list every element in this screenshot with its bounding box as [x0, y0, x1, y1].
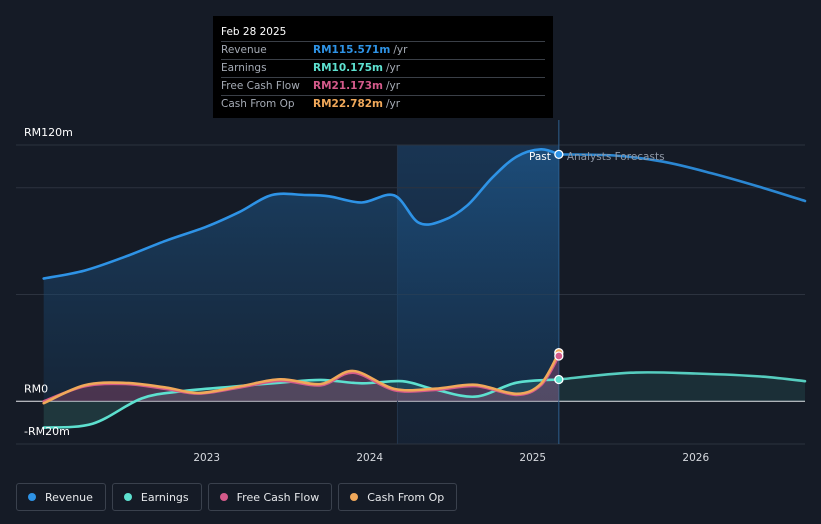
- tooltip-row-value: RM21.173m: [313, 80, 383, 92]
- y-tick-label: RM120m: [24, 126, 73, 139]
- legend-dot-icon: [219, 493, 228, 501]
- tooltip-row-value: RM22.782m: [313, 98, 383, 110]
- tooltip-row-cfo: Cash From Op RM22.782m /yr: [221, 96, 545, 113]
- forecast-label: Analysts Forecasts: [567, 151, 665, 163]
- legend-dot-icon: [28, 493, 36, 501]
- earnings-line: [42, 378, 561, 429]
- tooltip-row-label: Revenue: [221, 44, 267, 56]
- tooltip: Feb 28 2025 Revenue RM115.571m /yr Earni…: [213, 16, 553, 118]
- revenue-forecast-line: [557, 153, 807, 203]
- tooltip-date: Feb 28 2025: [221, 23, 545, 42]
- cash-from-op-line: [42, 351, 561, 405]
- tooltip-row-fcf: Free Cash Flow RM21.173m /yr: [221, 78, 545, 96]
- legend-label: Earnings: [140, 490, 189, 504]
- tooltip-row-unit: /yr: [393, 44, 408, 56]
- y-tick-label: -RM20m: [24, 425, 70, 438]
- free-cash-flow-point: [554, 351, 564, 361]
- legend-item-free-cash-flow[interactable]: Free Cash Flow: [207, 483, 333, 511]
- x-tick-label: 2026: [682, 452, 709, 464]
- tooltip-row-value: RM115.571m: [313, 44, 391, 56]
- legend-dot-icon: [350, 493, 359, 501]
- legend-label: Free Cash Flow: [236, 490, 320, 504]
- earnings-forecast-area: [558, 372, 805, 402]
- x-tick-label: 2023: [193, 452, 220, 464]
- tooltip-row-earnings: Earnings RM10.175m /yr: [221, 60, 545, 78]
- legend-label: Revenue: [45, 490, 93, 504]
- tooltip-row-unit: /yr: [386, 80, 401, 92]
- legend-dot-icon: [123, 493, 132, 501]
- y-tick-label: RM0: [24, 382, 48, 395]
- tooltip-row-label: Free Cash Flow: [221, 80, 300, 92]
- earnings-point: [554, 374, 564, 385]
- tooltip-row-revenue: Revenue RM115.571m /yr: [221, 42, 545, 60]
- x-tick-label: 2024: [356, 452, 383, 464]
- legend-item-cash-from-op[interactable]: Cash From Op: [338, 483, 458, 511]
- revenue-point: [554, 149, 564, 160]
- tooltip-row-label: Earnings: [221, 62, 267, 74]
- legend-item-revenue[interactable]: Revenue: [16, 483, 106, 511]
- tooltip-row-value: RM10.175m: [313, 62, 383, 74]
- past-label: Past: [529, 151, 551, 163]
- legend: Revenue Earnings Free Cash Flow Cash Fro…: [16, 483, 458, 511]
- tooltip-row-label: Cash From Op: [221, 98, 295, 110]
- x-tick-label: 2025: [519, 452, 546, 464]
- legend-item-earnings[interactable]: Earnings: [111, 483, 202, 511]
- chart: RM120m RM0 -RM20m 2023 2024 2025 2026 Past Analy…: [16, 120, 807, 464]
- tooltip-row-unit: /yr: [386, 62, 401, 74]
- revenue-line: [42, 147, 561, 280]
- revenue-area: [43, 149, 559, 402]
- earnings-forecast-line: [557, 371, 807, 383]
- legend-label: Cash From Op: [367, 490, 445, 504]
- tooltip-row-unit: /yr: [386, 98, 401, 110]
